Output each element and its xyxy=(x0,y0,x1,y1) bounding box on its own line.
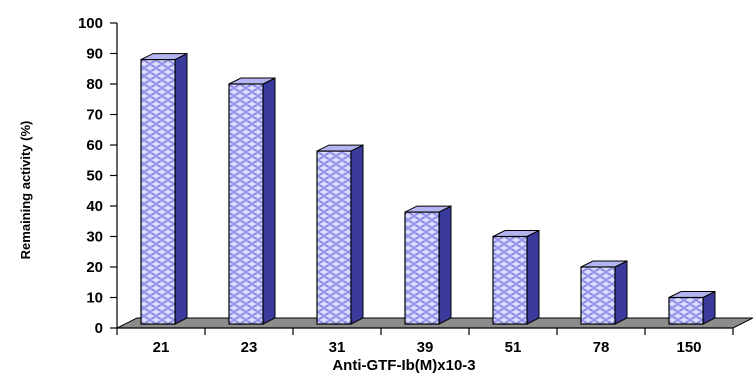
bar xyxy=(492,229,540,325)
bar-front xyxy=(580,266,616,325)
y-tick-label: 20 xyxy=(86,259,103,276)
bar xyxy=(404,205,452,325)
y-tick-label: 80 xyxy=(86,76,103,93)
x-axis-title: Anti-GTF-Ib(M)x10-3 xyxy=(332,357,475,374)
y-tick-label: 60 xyxy=(86,137,103,154)
bar xyxy=(668,290,716,325)
bar-front xyxy=(228,83,264,325)
bar-side xyxy=(262,77,276,325)
bar-front xyxy=(668,296,704,325)
y-tick-label: 0 xyxy=(95,320,103,337)
y-tick-label: 100 xyxy=(78,15,103,32)
y-tick-label: 30 xyxy=(86,229,103,246)
bar-side xyxy=(350,144,364,325)
x-tick-label: 31 xyxy=(329,339,346,356)
y-tick-label: 40 xyxy=(86,198,103,215)
bar xyxy=(580,260,628,325)
bar xyxy=(228,77,276,325)
bar-side xyxy=(614,260,628,325)
x-tick-label: 23 xyxy=(241,339,258,356)
y-tick-label: 10 xyxy=(86,290,103,307)
bar-side xyxy=(174,52,188,325)
y-axis-title: Remaining activity (%) xyxy=(18,121,33,260)
bar-front xyxy=(492,235,528,325)
bar-front xyxy=(140,58,176,325)
y-tick-label: 50 xyxy=(86,168,103,185)
bar-side xyxy=(438,205,452,325)
x-tick-label: 51 xyxy=(505,339,522,356)
bar xyxy=(316,144,364,325)
x-tick-label: 39 xyxy=(417,339,434,356)
x-tick-label: 150 xyxy=(676,339,701,356)
y-tick-label: 70 xyxy=(86,107,103,124)
bar-side xyxy=(526,229,540,325)
bar-front xyxy=(316,150,352,325)
x-tick-label: 78 xyxy=(593,339,610,356)
bar xyxy=(140,52,188,325)
bar-front xyxy=(404,211,440,325)
y-tick-label: 90 xyxy=(86,46,103,63)
x-tick-label: 21 xyxy=(153,339,170,356)
